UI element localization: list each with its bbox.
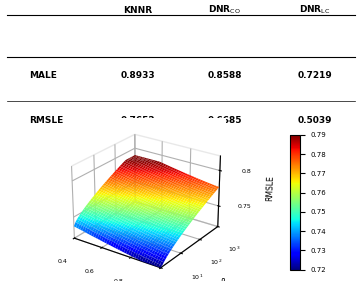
Text: 0.5039: 0.5039 <box>298 115 332 125</box>
Text: 0.7652: 0.7652 <box>120 115 155 125</box>
Text: 0.8933: 0.8933 <box>120 71 155 80</box>
Y-axis label: β: β <box>220 278 225 281</box>
Text: 0.7219: 0.7219 <box>298 71 332 80</box>
Text: DNR$_{\rm LC}$: DNR$_{\rm LC}$ <box>299 4 331 16</box>
Text: 0.8588: 0.8588 <box>207 71 242 80</box>
Text: RMSLE: RMSLE <box>29 115 63 125</box>
Text: KNNR: KNNR <box>123 6 152 15</box>
Text: DNR$_{\rm CO}$: DNR$_{\rm CO}$ <box>208 4 241 16</box>
Text: MALE: MALE <box>29 71 57 80</box>
Text: 0.6685: 0.6685 <box>207 115 242 125</box>
